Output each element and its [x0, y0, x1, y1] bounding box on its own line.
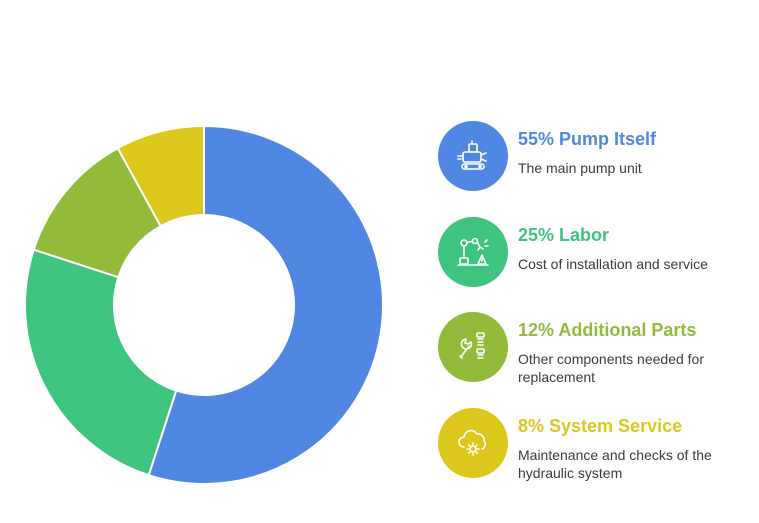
- wrench-bolts-icon: [459, 332, 485, 359]
- legend-icon-circle: [438, 217, 508, 287]
- legend-description: Cost of installation and service: [518, 256, 708, 272]
- legend-icon-circle: [438, 312, 508, 382]
- legend-description: Maintenance and checks of the hydraulic …: [518, 447, 712, 481]
- robotic-arm-icon: [457, 237, 489, 266]
- legend-icon-circle: [438, 121, 508, 191]
- legend-item-additional-parts: 12% Additional Parts Other components ne…: [438, 312, 756, 385]
- donut-chart: [24, 124, 384, 485]
- legend-title: 12% Additional Parts: [518, 320, 697, 340]
- donut-slice-system-service: [116, 124, 205, 228]
- donut-slice-labor: [24, 248, 178, 477]
- legend-item-system-service: 8% System Service Maintenance and checks…: [438, 408, 756, 481]
- cloud-gear-icon: [458, 429, 487, 456]
- legend-title: 8% System Service: [518, 416, 683, 436]
- legend-item-pump-itself: 55% Pump Itself The main pump unit: [438, 121, 756, 193]
- legend-title: 55% Pump Itself: [518, 129, 657, 149]
- legend-item-labor: 25% Labor Cost of installation and servi…: [438, 217, 756, 289]
- pump-machine-icon: [457, 140, 487, 170]
- legend-icon-circle: [438, 408, 508, 478]
- legend-description: Other components needed for replacement: [518, 351, 705, 385]
- legend-description: The main pump unit: [518, 160, 642, 176]
- donut-slice-pump-itself: [147, 124, 384, 485]
- legend-title: 25% Labor: [518, 225, 610, 245]
